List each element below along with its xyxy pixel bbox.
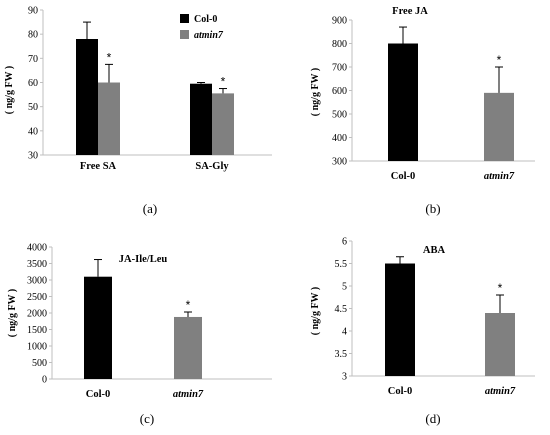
x-tick-label: atmin7 <box>484 171 515 182</box>
chart-title: Free JA <box>392 6 428 17</box>
y-tick-label: 3 <box>342 372 347 383</box>
y-tick-label: 700 <box>332 63 347 74</box>
significance-marker: * <box>497 53 502 67</box>
bar-col-0 <box>388 43 418 161</box>
y-tick-label: 4.5 <box>335 304 348 315</box>
y-tick-label: 80 <box>28 30 38 41</box>
chart-panel-1: 300 400 500 600 700 800 900 ( ng/g FW ) Free JA C… <box>310 6 535 216</box>
x-tick-label: Col-0 <box>388 386 413 397</box>
chart-panel-2: 0 500 1000 1500 2000 2500 3000 3500 4000 ( ng/g F… <box>7 243 272 426</box>
y-tick-label: 5.5 <box>335 259 348 270</box>
y-tick-label: 2500 <box>27 292 47 303</box>
x-tick-label: Free SA <box>80 161 117 172</box>
y-tick-label: 500 <box>332 110 347 121</box>
y-tick-label: 0 <box>42 375 47 386</box>
panel-label: (d) <box>425 411 440 426</box>
y-tick-label: 4 <box>342 327 347 338</box>
y-tick-label: 3500 <box>27 259 47 270</box>
panel-label: (a) <box>143 201 157 216</box>
bar-free-sa-col-0 <box>76 39 98 155</box>
y-tick-label: 60 <box>28 78 38 89</box>
chart-title: ABA <box>423 245 446 256</box>
chart-title: JA-Ile/Leu <box>119 254 168 265</box>
y-tick-label: 4000 <box>27 243 47 254</box>
y-tick-label: 500 <box>32 358 47 369</box>
chart-panel-0: 30 40 50 60 70 80 90 ( ng/g FW ) * Free SA * SA-Gly… <box>4 6 272 216</box>
y-tick-label: 1500 <box>27 325 47 336</box>
bar-atmin7 <box>484 92 514 161</box>
y-tick-label: 800 <box>332 39 347 50</box>
y-tick-label: 300 <box>332 157 347 168</box>
y-axis-label: ( ng/g FW ) <box>7 289 18 337</box>
bar-atmin7 <box>174 316 202 379</box>
y-tick-label: 6 <box>342 237 347 248</box>
chart-panel-3: 3 3.5 4 4.5 5 5.5 6 ( ng/g FW ) ABA Col-0 * atmin7 (… <box>310 237 535 426</box>
panel-label: (c) <box>140 411 154 426</box>
y-tick-label: 3.5 <box>335 349 348 360</box>
y-axis-label: ( ng/g FW ) <box>310 68 321 116</box>
x-tick-label: Col-0 <box>86 389 111 400</box>
y-axis-label: ( ng/g FW ) <box>4 66 15 114</box>
legend-label-0: Col-0 <box>194 14 217 25</box>
y-tick-label: 90 <box>28 6 38 17</box>
y-tick-label: 1000 <box>27 342 47 353</box>
y-tick-label: 400 <box>332 133 347 144</box>
bar-sa-gly-col-0 <box>190 83 212 155</box>
significance-marker: * <box>186 298 191 312</box>
y-axis-label: ( ng/g FW ) <box>310 287 321 335</box>
y-tick-label: 3000 <box>27 276 47 287</box>
y-tick-label: 70 <box>28 54 38 65</box>
bar-col-0 <box>84 276 112 379</box>
y-tick-label: 5 <box>342 282 347 293</box>
legend-label-1: atmin7 <box>194 30 224 41</box>
bar-atmin7 <box>485 313 515 376</box>
panel-label: (b) <box>425 201 440 216</box>
bar-free-sa-atmin7 <box>98 82 120 155</box>
y-tick-label: 30 <box>28 151 38 162</box>
legend-swatch-1 <box>180 30 189 39</box>
y-tick-label: 2000 <box>27 309 47 320</box>
bar-col-0 <box>385 263 415 376</box>
bar-sa-gly-atmin7 <box>212 93 234 155</box>
significance-marker: * <box>107 50 112 64</box>
y-tick-label: 50 <box>28 102 38 113</box>
y-tick-label: 600 <box>332 86 347 97</box>
significance-marker: * <box>221 75 226 89</box>
legend-swatch-0 <box>180 14 189 23</box>
x-tick-label: Col-0 <box>391 171 416 182</box>
x-tick-label: atmin7 <box>485 386 516 397</box>
x-tick-label: SA-Gly <box>195 161 229 172</box>
y-tick-label: 40 <box>28 126 38 137</box>
y-tick-label: 900 <box>332 16 347 27</box>
significance-marker: * <box>498 281 503 295</box>
x-tick-label: atmin7 <box>173 389 204 400</box>
